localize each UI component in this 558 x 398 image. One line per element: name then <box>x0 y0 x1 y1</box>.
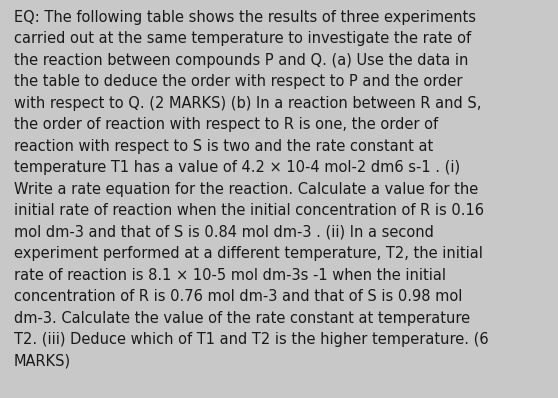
Text: Write a rate equation for the reaction. Calculate a value for the: Write a rate equation for the reaction. … <box>14 182 478 197</box>
Text: mol dm-3 and that of S is 0.84 mol dm-3 . (ii) In a second: mol dm-3 and that of S is 0.84 mol dm-3 … <box>14 225 434 240</box>
Text: concentration of R is 0.76 mol dm-3 and that of S is 0.98 mol: concentration of R is 0.76 mol dm-3 and … <box>14 289 463 304</box>
Text: carried out at the same temperature to investigate the rate of: carried out at the same temperature to i… <box>14 31 471 47</box>
Text: the reaction between compounds P and Q. (a) Use the data in: the reaction between compounds P and Q. … <box>14 53 468 68</box>
Text: experiment performed at a different temperature, T2, the initial: experiment performed at a different temp… <box>14 246 483 261</box>
Text: rate of reaction is 8.1 × 10-5 mol dm-3s -1 when the initial: rate of reaction is 8.1 × 10-5 mol dm-3s… <box>14 268 446 283</box>
Text: with respect to Q. (2 MARKS) (b) In a reaction between R and S,: with respect to Q. (2 MARKS) (b) In a re… <box>14 96 482 111</box>
Text: temperature T1 has a value of 4.2 × 10-4 mol-2 dm6 s-1 . (i): temperature T1 has a value of 4.2 × 10-4… <box>14 160 460 176</box>
Text: reaction with respect to S is two and the rate constant at: reaction with respect to S is two and th… <box>14 139 433 154</box>
Text: initial rate of reaction when the initial concentration of R is 0.16: initial rate of reaction when the initia… <box>14 203 484 219</box>
Text: MARKS): MARKS) <box>14 354 71 369</box>
Text: dm-3. Calculate the value of the rate constant at temperature: dm-3. Calculate the value of the rate co… <box>14 311 470 326</box>
Text: T2. (iii) Deduce which of T1 and T2 is the higher temperature. (6: T2. (iii) Deduce which of T1 and T2 is t… <box>14 332 489 347</box>
Text: EQ: The following table shows the results of three experiments: EQ: The following table shows the result… <box>14 10 476 25</box>
Text: the order of reaction with respect to R is one, the order of: the order of reaction with respect to R … <box>14 117 438 133</box>
Text: the table to deduce the order with respect to P and the order: the table to deduce the order with respe… <box>14 74 463 90</box>
